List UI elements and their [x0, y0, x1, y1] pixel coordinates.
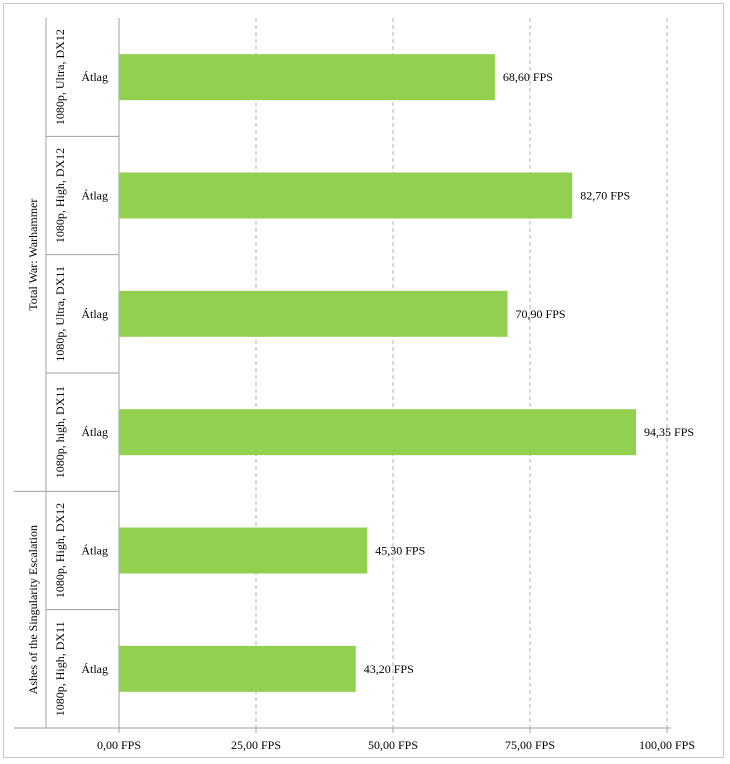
- chart-frame: [3, 3, 724, 758]
- bar: [119, 409, 637, 456]
- subgroup-label: 1080p, High, DX11: [53, 621, 67, 716]
- bar-value-label: 82,70 FPS: [580, 189, 630, 203]
- bar-value-label: 68,60 FPS: [503, 70, 553, 84]
- bar: [119, 172, 573, 219]
- category-label: Átlag: [81, 70, 108, 84]
- label-layer: 0,00 FPS 25,00 FPS 50,00 FPS 75,00 FPS 100,0…: [26, 29, 695, 752]
- x-tick-label: 50,00 FPS: [368, 738, 418, 752]
- category-label: Átlag: [81, 425, 108, 439]
- subgroup-label: 1080p, High, DX12: [53, 503, 67, 598]
- category-label: Átlag: [81, 307, 108, 321]
- category-structure: [14, 18, 671, 729]
- bar-value-label: 70,90 FPS: [516, 307, 566, 321]
- grid-layer: [118, 18, 668, 733]
- category-label: Átlag: [81, 662, 108, 676]
- bar-layer: [119, 54, 637, 692]
- bar-value-label: 43,20 FPS: [364, 662, 414, 676]
- x-tick-label: 0,00 FPS: [97, 738, 141, 752]
- bar: [119, 290, 508, 337]
- bar-value-label: 94,35 FPS: [644, 425, 694, 439]
- group-label: Total War: Warhammer: [26, 199, 40, 311]
- subgroup-label: 1080p, Ultra, DX12: [53, 29, 67, 125]
- x-tick-label: 75,00 FPS: [505, 738, 555, 752]
- subgroup-label: 1080p, Ultra, DX11: [53, 266, 67, 362]
- category-label: Átlag: [81, 544, 108, 558]
- category-label: Átlag: [81, 189, 108, 203]
- bar: [119, 645, 356, 692]
- bar: [119, 54, 495, 101]
- x-tick-label: 100,00 FPS: [639, 738, 695, 752]
- subgroup-label: 1080p, high, DX11: [53, 386, 67, 478]
- bar-value-label: 45,30 FPS: [375, 544, 425, 558]
- group-label: Ashes of the Singularity Escalation: [26, 525, 40, 694]
- x-tick-label: 25,00 FPS: [231, 738, 281, 752]
- subgroup-label: 1080p, High, DX12: [53, 148, 67, 243]
- bar: [119, 527, 368, 574]
